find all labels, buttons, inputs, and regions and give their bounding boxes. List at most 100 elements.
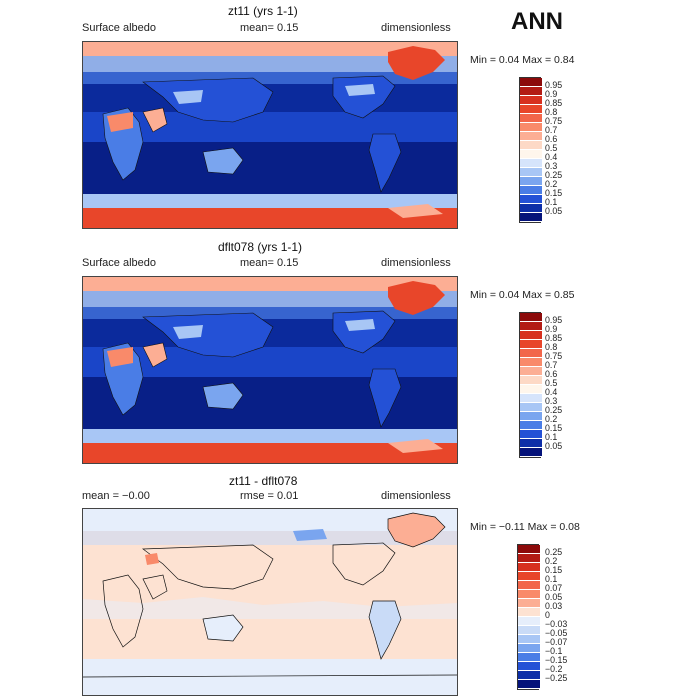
colorbar-tick-label: 0.5 [545,378,558,388]
colorbar-tick-label: 0.85 [545,333,563,343]
colorbar-tick-label: 0.9 [545,324,558,334]
colorbar-tick-label: 0.3 [545,161,558,171]
colorbar-swatch [518,581,540,590]
colorbar-swatch [520,331,542,340]
panel-2-title: dflt078 (yrs 1-1) [218,240,303,254]
colorbar-tick-label: 0.25 [545,170,563,180]
colorbar-tick-label: 0.2 [545,414,558,424]
colorbar-swatch [520,141,542,150]
season-title: ANN [511,8,563,35]
colorbar-swatch [518,626,540,635]
colorbar-swatch [520,213,542,222]
colorbar-tick-label: 0.05 [545,441,563,451]
colorbar-swatch [518,554,540,563]
colorbar-swatch [518,680,540,689]
colorbar-swatch [518,671,540,680]
colorbar-tick-label: 0.85 [545,98,563,108]
panel-1-title: zt11 (yrs 1-1) [228,4,298,18]
panel-2-units: dimensionless [381,257,451,269]
panel-1-map [82,41,458,229]
colorbar-tick-label: 0.7 [545,360,558,370]
colorbar-tick-label: −0.03 [545,619,568,629]
colorbar-tick-label: 0.05 [545,592,563,602]
colorbar-swatch [520,195,542,204]
colorbar-tick-label: 0.95 [545,315,563,325]
colorbar-tick-label: −0.15 [545,655,568,665]
colorbar-tick-label: 0 [545,610,550,620]
colorbar-tick-label: −0.2 [545,664,563,674]
colorbar-swatch [520,123,542,132]
panel-3-rmse: rmse = 0.01 [240,490,299,502]
panel-2-colorbar-labels: 0.95 0.9 0.85 0.8 0.75 0.7 0.6 0.5 0.4 0.3 0.25 0.2… [545,316,562,451]
panel-2-min-max: Min = 0.04 Max = 0.85 [470,289,575,301]
panel-1-mean: mean= 0.15 [240,22,299,34]
colorbar-tick-label: 0.4 [545,152,558,162]
colorbar-tick-label: 0.2 [545,556,558,566]
colorbar-swatch [520,385,542,394]
colorbar-swatch [518,572,540,581]
colorbar-swatch [520,403,542,412]
panel-1-min-max: Min = 0.04 Max = 0.84 [470,54,575,66]
colorbar-swatch [520,313,542,322]
colorbar-swatch [520,340,542,349]
colorbar-tick-label: 0.1 [545,574,558,584]
colorbar-swatch [518,599,540,608]
colorbar-swatch [520,96,542,105]
colorbar-swatch [520,358,542,367]
panel-1-colorbar [519,77,542,223]
colorbar-tick-label: 0.15 [545,565,563,575]
panel-3-colorbar [517,544,540,690]
colorbar-tick-label: 0.15 [545,188,563,198]
panel-1-variable-label: Surface albedo [82,22,156,34]
colorbar-swatch [520,421,542,430]
colorbar-swatch [520,87,542,96]
colorbar-swatch [520,159,542,168]
colorbar-tick-label: 0.25 [545,547,563,557]
panel-2-variable-label: Surface albedo [82,257,156,269]
colorbar-swatch [520,105,542,114]
colorbar-swatch [520,150,542,159]
colorbar-swatch [520,412,542,421]
colorbar-swatch [520,430,542,439]
colorbar-swatch [518,662,540,671]
colorbar-swatch [520,78,542,87]
colorbar-tick-label: 0.05 [545,206,563,216]
colorbar-swatch [520,349,542,358]
colorbar-tick-label: 0.3 [545,396,558,406]
colorbar-tick-label: 0.8 [545,107,558,117]
colorbar-tick-label: 0.9 [545,89,558,99]
panel-3-units: dimensionless [381,490,451,502]
panel-2-map [82,276,458,464]
colorbar-tick-label: 0.4 [545,387,558,397]
colorbar-tick-label: 0.15 [545,423,563,433]
colorbar-tick-label: 0.8 [545,342,558,352]
colorbar-swatch [518,644,540,653]
colorbar-swatch [520,448,542,457]
panel-3-colorbar-labels: 0.25 0.2 0.15 0.1 0.07 0.05 0.03 0 −0.03 −0.05 −0.… [545,548,567,683]
panel-2-mean: mean= 0.15 [240,257,299,269]
colorbar-swatch [520,376,542,385]
colorbar-tick-label: 0.2 [545,179,558,189]
colorbar-swatch [518,563,540,572]
colorbar-swatch [520,186,542,195]
colorbar-swatch [518,608,540,617]
colorbar-swatch [520,177,542,186]
colorbar-tick-label: 0.03 [545,601,563,611]
colorbar-tick-label: 0.5 [545,143,558,153]
colorbar-tick-label: 0.1 [545,197,558,207]
colorbar-tick-label: 0.07 [545,583,563,593]
colorbar-swatch [518,617,540,626]
colorbar-swatch [520,439,542,448]
colorbar-tick-label: −0.25 [545,673,568,683]
colorbar-tick-label: 0.95 [545,80,563,90]
colorbar-swatch [520,367,542,376]
colorbar-swatch [520,168,542,177]
panel-2-colorbar [519,312,542,458]
colorbar-swatch [518,653,540,662]
colorbar-swatch [518,590,540,599]
colorbar-tick-label: −0.05 [545,628,568,638]
colorbar-tick-label: −0.1 [545,646,563,656]
panel-3-map [82,508,458,696]
panel-3-mean: mean = −0.00 [82,490,150,502]
colorbar-tick-label: 0.6 [545,134,558,144]
